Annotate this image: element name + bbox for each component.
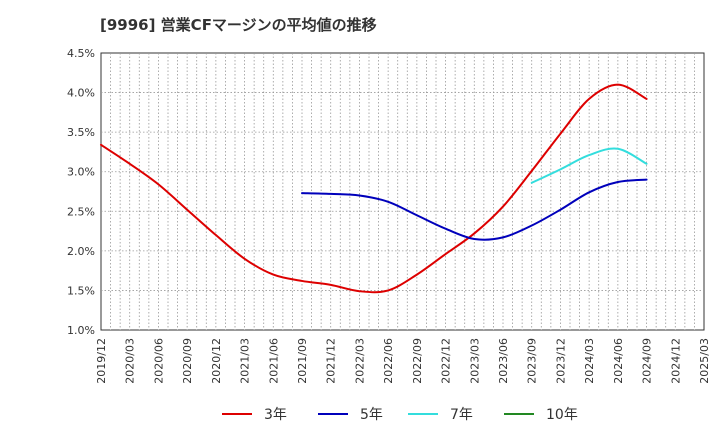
chart-title: [9996] 営業CFマージンの平均値の推移 [100, 16, 377, 34]
x-tick-label: 2024/03 [583, 338, 596, 384]
legend: 3年 5年 7年 10年 [222, 407, 578, 423]
axes: 1.0% 1.5% 2.0% 2.5% 3.0% 3.5% 4.0% 4.5% 2019/12 2… [67, 47, 711, 384]
grid [100, 52, 705, 331]
legend-label-2: 5年 [360, 407, 383, 423]
x-tick-label: 2020/09 [181, 338, 194, 384]
x-tick-label: 2024/09 [641, 338, 654, 384]
series-line-3 [530, 147, 648, 184]
plot-frame [100, 52, 705, 331]
x-tick-label: 2019/12 [95, 338, 108, 384]
x-tick-label: 2021/03 [239, 338, 252, 384]
x-tick-label: 2022/12 [440, 338, 453, 384]
x-tick-label: 2021/12 [325, 338, 338, 384]
series-line-1 [100, 83, 648, 294]
x-tick-label: 2020/06 [152, 338, 165, 384]
y-tick-label: 4.5% [67, 47, 95, 60]
y-tick-label: 1.0% [67, 324, 95, 337]
x-tick-label: 2020/03 [124, 338, 137, 384]
legend-label-4: 10年 [546, 407, 578, 423]
y-tick-label: 3.5% [67, 126, 95, 139]
y-tick-label: 2.0% [67, 245, 95, 258]
x-tick-label: 2023/03 [468, 338, 481, 384]
series-line-2 [301, 178, 648, 241]
x-tick-label: 2025/03 [698, 338, 711, 384]
legend-label-1: 3年 [264, 407, 287, 423]
x-tick-label: 2021/09 [296, 338, 309, 384]
x-tick-label: 2023/09 [526, 338, 539, 384]
legend-label-3: 7年 [450, 407, 473, 423]
series-lines [100, 83, 648, 294]
x-tick-label: 2020/12 [210, 338, 223, 384]
y-tick-label: 4.0% [67, 87, 95, 100]
x-tick-label: 2023/06 [497, 338, 510, 384]
x-tick-label: 2022/06 [382, 338, 395, 384]
x-tick-label: 2024/06 [612, 338, 625, 384]
x-tick-label: 2024/12 [669, 338, 682, 384]
x-tick-label: 2023/12 [554, 338, 567, 384]
y-tick-label: 3.0% [67, 166, 95, 179]
x-tick-label: 2022/09 [411, 338, 424, 384]
y-tick-label: 2.5% [67, 205, 95, 218]
x-tick-label: 2021/06 [267, 338, 280, 384]
y-tick-label: 1.5% [67, 284, 95, 297]
x-tick-label: 2022/03 [353, 338, 366, 384]
